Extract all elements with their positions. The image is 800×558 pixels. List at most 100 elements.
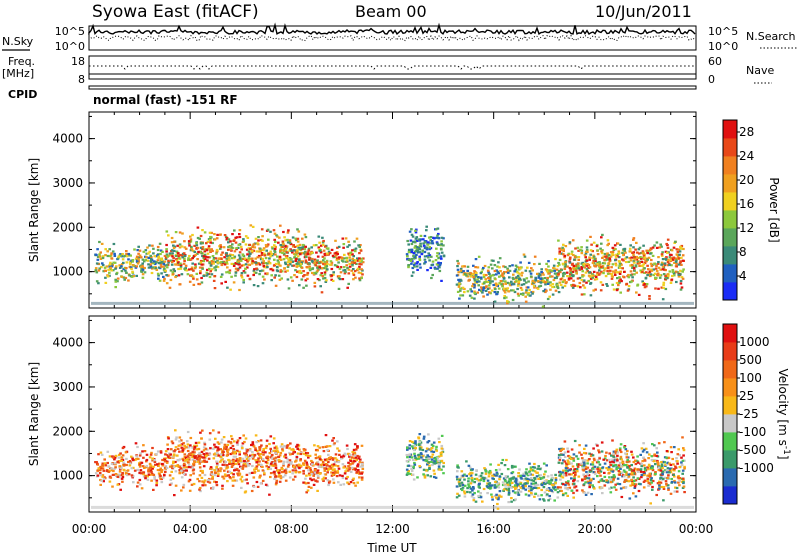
power-cell — [101, 243, 104, 245]
power-cell — [659, 246, 662, 248]
power-cell — [191, 234, 194, 236]
power-cell — [329, 264, 332, 266]
velocity-cell — [194, 456, 197, 458]
velocity-cell — [292, 469, 295, 471]
power-cell — [480, 286, 483, 288]
power-cell — [596, 278, 599, 280]
velocity-cell — [238, 451, 241, 453]
velocity-cell — [499, 469, 502, 471]
power-cell — [301, 267, 304, 269]
velocity-cell — [313, 484, 316, 486]
power-cell — [440, 248, 443, 250]
power-cell — [638, 294, 641, 296]
velocity-cell — [149, 463, 152, 465]
power-cell — [564, 268, 567, 270]
velocity-cell — [491, 499, 494, 501]
velocity-cell — [578, 452, 581, 454]
velocity-cell — [325, 434, 328, 436]
velocity-cell — [105, 464, 108, 466]
velocity-cell — [233, 452, 236, 454]
power-cell — [224, 234, 227, 236]
velocity-cell — [121, 481, 124, 483]
power-cell — [558, 253, 561, 255]
power-cell — [302, 275, 305, 277]
power-cell — [581, 275, 584, 277]
power-cell — [610, 273, 613, 275]
power-cell — [257, 285, 260, 287]
power-cell — [97, 259, 100, 261]
velocity-cell — [604, 455, 607, 457]
power-cell — [353, 240, 356, 242]
power-cell — [672, 271, 675, 273]
velocity-cell — [188, 480, 191, 482]
power-cell — [675, 265, 678, 267]
velocity-cell — [565, 465, 568, 467]
velocity-cell — [632, 492, 635, 494]
velocity-cell — [682, 470, 685, 472]
velocity-cell — [203, 460, 206, 462]
velocity-cell — [426, 459, 429, 461]
velocity-cell — [332, 474, 335, 476]
power-cell — [314, 282, 317, 284]
velocity-cell — [344, 472, 347, 474]
velocity-cell — [219, 470, 222, 472]
velocity-cell — [125, 472, 128, 474]
power-cell — [506, 287, 509, 289]
power-cell — [594, 258, 597, 260]
velocity-cell — [118, 457, 121, 459]
power-cell — [172, 257, 175, 259]
velocity-cell — [255, 441, 258, 443]
velocity-cell — [557, 496, 560, 498]
velocity-cell — [519, 483, 522, 485]
velocity-cell — [243, 441, 246, 443]
velocity-cell — [636, 455, 639, 457]
velocity-cell — [464, 492, 467, 494]
velocity-cell — [325, 473, 328, 475]
power-cell — [348, 263, 351, 265]
power-cell — [523, 254, 526, 256]
velocity-cell — [537, 484, 540, 486]
power-cell — [625, 261, 628, 263]
power-cell — [624, 252, 627, 254]
velocity-cell — [286, 447, 289, 449]
power-cell — [349, 252, 352, 254]
power-cell — [629, 248, 632, 250]
power-cell — [460, 270, 463, 272]
power-cell — [221, 264, 224, 266]
velocity-cell — [139, 466, 142, 468]
velocity-cell — [215, 466, 218, 468]
power-colorbar-segment — [723, 210, 737, 228]
velocity-cell — [420, 452, 423, 454]
velocity-cell — [324, 470, 327, 472]
power-cell — [675, 261, 678, 263]
velocity-cell — [468, 473, 471, 475]
power-cell — [143, 251, 146, 253]
power-cell — [147, 263, 150, 265]
power-cell — [458, 282, 461, 284]
velocity-cell — [677, 448, 680, 450]
power-cell — [272, 269, 275, 271]
power-cell — [492, 274, 495, 276]
power-cell — [221, 252, 224, 254]
velocity-cell — [273, 465, 276, 467]
power-cell — [644, 286, 647, 288]
power-cell — [518, 278, 521, 280]
velocity-cell — [136, 455, 139, 457]
power-cell — [667, 247, 670, 249]
velocity-cell — [533, 463, 536, 465]
power-cell — [672, 269, 675, 271]
power-cell — [626, 256, 629, 258]
velocity-cell — [229, 476, 232, 478]
velocity-cell — [150, 454, 153, 456]
power-cell — [602, 284, 605, 286]
power-cell — [626, 283, 629, 285]
power-cell — [274, 274, 277, 276]
power-cell — [358, 272, 361, 274]
power-ground-scatter — [91, 302, 694, 305]
velocity-cell — [603, 472, 606, 474]
velocity-cell — [488, 471, 491, 473]
power-cell — [475, 258, 478, 260]
velocity-cell — [413, 453, 416, 455]
velocity-cell — [202, 456, 205, 458]
power-cell — [457, 269, 460, 271]
